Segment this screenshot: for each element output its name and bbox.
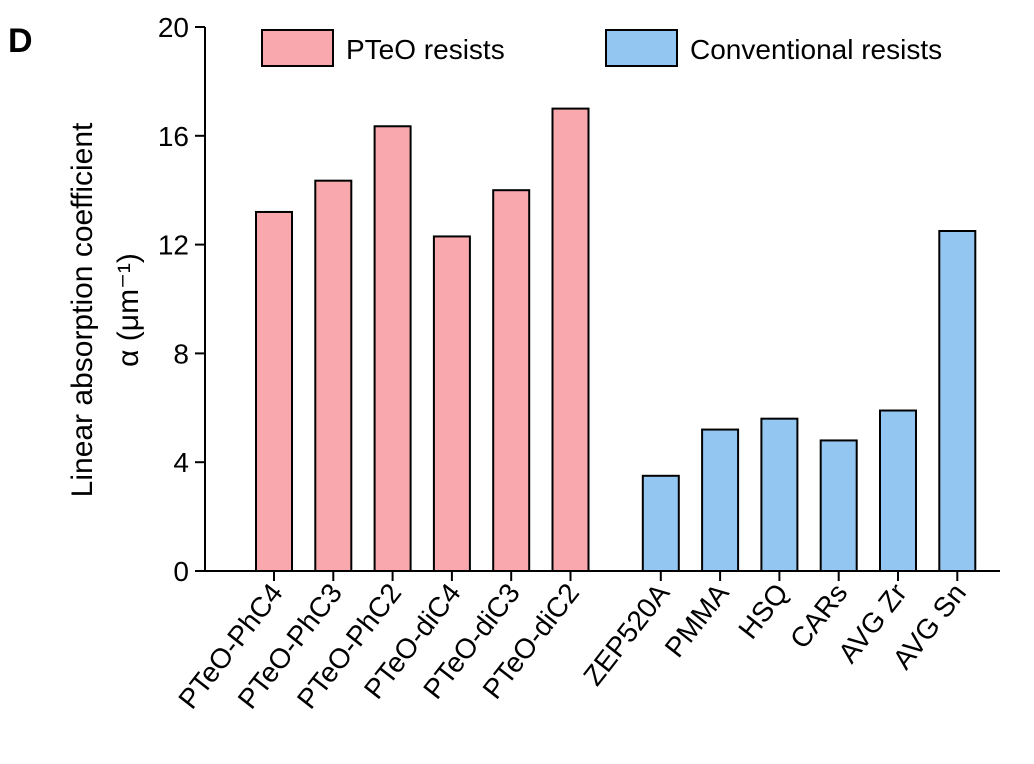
y-tick-label: 12 (158, 230, 189, 261)
legend-swatch (605, 29, 678, 67)
panel-label: D (8, 22, 33, 60)
legend-label: Conventional resists (690, 34, 942, 65)
legend-swatch (261, 29, 334, 67)
y-axis-label: Linear absorption coefficient (66, 122, 99, 497)
x-tick-label: ZEP520A (577, 577, 675, 691)
y-tick-label: 20 (158, 12, 189, 43)
bar (641, 474, 680, 572)
y-tick-label: 0 (173, 556, 189, 587)
y-tick-label: 8 (173, 338, 189, 369)
bar (938, 230, 977, 572)
bar (760, 417, 799, 572)
bar (701, 428, 740, 572)
y-axis-label: α (μm⁻¹) (112, 253, 145, 367)
bar (819, 439, 858, 572)
bar (314, 179, 353, 572)
bar (879, 409, 917, 572)
bar (551, 107, 590, 572)
bar (255, 210, 293, 573)
legend-label: PTeO resists (346, 34, 505, 65)
x-tick-label: PMMA (659, 577, 735, 663)
y-tick-label: 4 (173, 447, 189, 478)
bar (432, 235, 471, 572)
y-tick-label: 16 (158, 121, 189, 152)
bar (373, 125, 412, 572)
bar (492, 189, 531, 572)
